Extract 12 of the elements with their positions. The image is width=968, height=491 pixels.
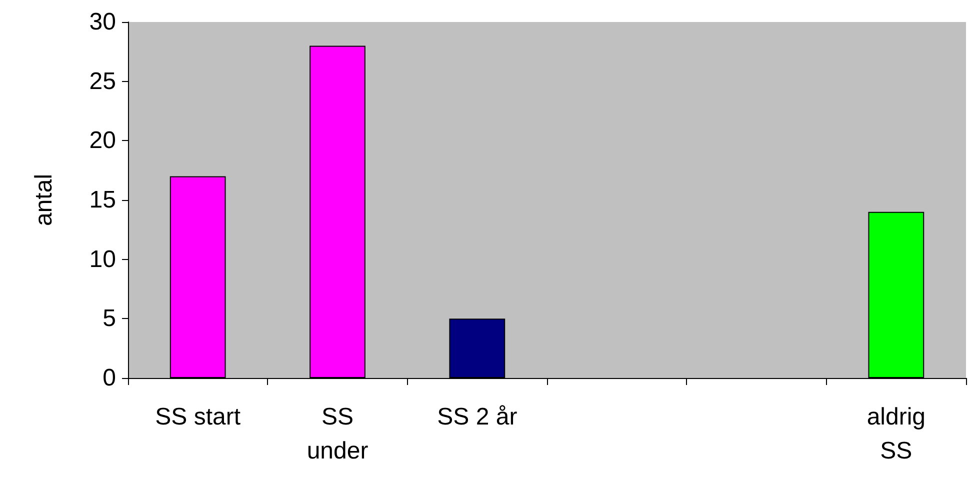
y-tick-label: 0 xyxy=(102,364,116,392)
x-tick-label: SS under xyxy=(306,404,368,464)
y-tick-label: 10 xyxy=(89,246,116,273)
y-axis-title: antal xyxy=(30,174,58,226)
y-tick-label: 15 xyxy=(89,186,116,214)
x-tick-label: SS start xyxy=(155,404,241,430)
y-tick-label: 5 xyxy=(102,305,116,332)
y-tick-label: 30 xyxy=(89,8,116,36)
x-tick-label: aldrig SS xyxy=(866,404,926,464)
x-tick-label: SS 2 år xyxy=(437,404,518,430)
y-tick-label: 25 xyxy=(89,68,116,95)
y-tick-label: 20 xyxy=(89,127,116,154)
